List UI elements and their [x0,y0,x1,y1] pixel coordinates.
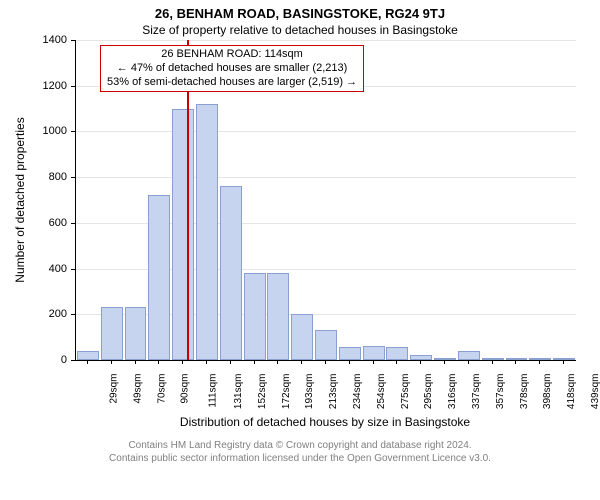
x-tick-mark [206,360,207,364]
y-tick-mark [71,177,75,178]
info-line-1: 26 BENHAM ROAD: 114sqm [107,48,357,62]
y-tick-mark [71,40,75,41]
x-tick-label: 275sqm [400,374,411,410]
x-tick-mark [420,360,421,364]
footer-line-1: Contains HM Land Registry data © Crown c… [0,440,600,453]
x-tick-mark [325,360,326,364]
histogram-bar [339,347,361,360]
gridline [76,177,576,178]
info-box: 26 BENHAM ROAD: 114sqm ← 47% of detached… [100,45,364,92]
info-line-3: 53% of semi-detached houses are larger (… [107,76,357,90]
histogram-bar [386,347,408,360]
y-tick-mark [71,223,75,224]
x-axis-label: Distribution of detached houses by size … [180,415,470,429]
x-tick-mark [301,360,302,364]
x-tick-mark [182,360,183,364]
chart-title: 26, BENHAM ROAD, BASINGSTOKE, RG24 9TJ [0,0,600,21]
y-tick-label: 1400 [39,34,67,46]
chart-subtitle: Size of property relative to detached ho… [0,21,600,37]
y-tick-label: 600 [39,217,67,229]
y-tick-label: 1000 [39,125,67,137]
x-tick-mark [87,360,88,364]
histogram-bar [291,314,313,360]
x-tick-mark [254,360,255,364]
histogram-bar [315,330,337,360]
x-tick-label: 337sqm [471,374,482,410]
x-tick-mark [277,360,278,364]
histogram-bar [101,307,123,360]
y-tick-mark [71,314,75,315]
x-tick-mark [373,360,374,364]
footer-credits: Contains HM Land Registry data © Crown c… [0,440,600,465]
y-tick-mark [71,269,75,270]
x-tick-mark [349,360,350,364]
x-tick-mark [396,360,397,364]
gridline [76,40,576,41]
x-tick-mark [111,360,112,364]
chart-container: 26, BENHAM ROAD, BASINGSTOKE, RG24 9TJ S… [0,0,600,500]
x-tick-mark [563,360,564,364]
x-tick-mark [158,360,159,364]
histogram-bar [77,351,99,360]
x-tick-label: 193sqm [304,374,315,410]
x-tick-label: 234sqm [352,374,363,410]
gridline [76,131,576,132]
x-tick-label: 90sqm [180,374,191,404]
x-tick-label: 378sqm [519,374,530,410]
histogram-bar [244,273,266,360]
x-tick-mark [515,360,516,364]
x-tick-label: 49sqm [132,374,143,404]
histogram-bar [172,109,194,360]
histogram-bar [196,104,218,360]
info-line-2: ← 47% of detached houses are smaller (2,… [107,62,357,76]
y-tick-label: 200 [39,308,67,320]
x-tick-label: 357sqm [495,374,506,410]
x-tick-mark [539,360,540,364]
y-tick-label: 0 [39,354,67,366]
histogram-bar [267,273,289,360]
x-tick-label: 254sqm [376,374,387,410]
y-tick-mark [71,86,75,87]
footer-line-2: Contains public sector information licen… [0,453,600,466]
y-tick-mark [71,360,75,361]
x-tick-mark [468,360,469,364]
x-tick-label: 29sqm [108,374,119,404]
x-tick-label: 316sqm [447,374,458,410]
x-tick-label: 111sqm [208,374,219,408]
x-tick-label: 398sqm [543,374,554,410]
x-tick-label: 213sqm [328,374,339,410]
histogram-bar [148,195,170,360]
x-tick-mark [135,360,136,364]
y-tick-mark [71,131,75,132]
histogram-bar [363,346,385,360]
histogram-bar [125,307,147,360]
x-tick-mark [492,360,493,364]
y-tick-label: 400 [39,263,67,275]
x-tick-label: 152sqm [257,374,268,410]
x-tick-label: 418sqm [566,374,577,410]
y-tick-label: 800 [39,171,67,183]
x-tick-label: 172sqm [281,374,292,410]
x-tick-label: 131sqm [233,374,244,410]
x-tick-label: 439sqm [590,374,600,410]
x-tick-mark [230,360,231,364]
y-tick-label: 1200 [39,80,67,92]
histogram-bar [458,351,480,360]
x-tick-label: 70sqm [156,374,167,404]
x-tick-mark [444,360,445,364]
histogram-bar [220,186,242,360]
y-axis-label: Number of detached properties [13,117,27,282]
x-tick-label: 295sqm [424,374,435,410]
